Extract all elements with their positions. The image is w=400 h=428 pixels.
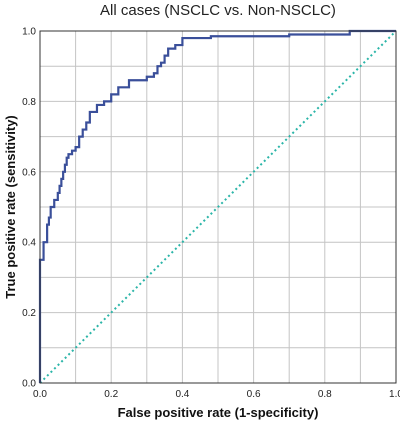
series-layer [38, 29, 397, 384]
y-tick-label: 0.2 [22, 308, 36, 319]
chart-title: All cases (NSCLC vs. Non-NSCLC) [100, 2, 336, 19]
y-axis-ticks: 0.0 0.2 0.4 0.6 0.8 1.0 [22, 27, 36, 390]
roc-curve-line [38, 29, 396, 383]
x-tick-label: 0.4 [175, 389, 189, 400]
x-axis-ticks: 0.0 0.2 0.4 0.6 0.8 1.0 [33, 389, 400, 400]
y-tick-label: 0.8 [22, 97, 36, 108]
y-tick-label: 1.0 [22, 27, 36, 38]
x-tick-label: 0.6 [247, 389, 261, 400]
x-tick-label: 1.0 [389, 389, 400, 400]
x-tick-label: 0.8 [318, 389, 332, 400]
x-tick-label: 0.2 [104, 389, 118, 400]
y-tick-label: 0.4 [22, 238, 36, 249]
y-axis-label: True positive rate (sensitivity) [3, 115, 18, 299]
y-tick-label: 0.0 [22, 379, 36, 390]
x-tick-label: 0.0 [33, 389, 47, 400]
plot-frame [39, 30, 397, 384]
x-axis-label: False positive rate (1-specificity) [118, 405, 319, 420]
y-tick-label: 0.6 [22, 167, 36, 178]
reference-diagonal-line [39, 30, 397, 384]
